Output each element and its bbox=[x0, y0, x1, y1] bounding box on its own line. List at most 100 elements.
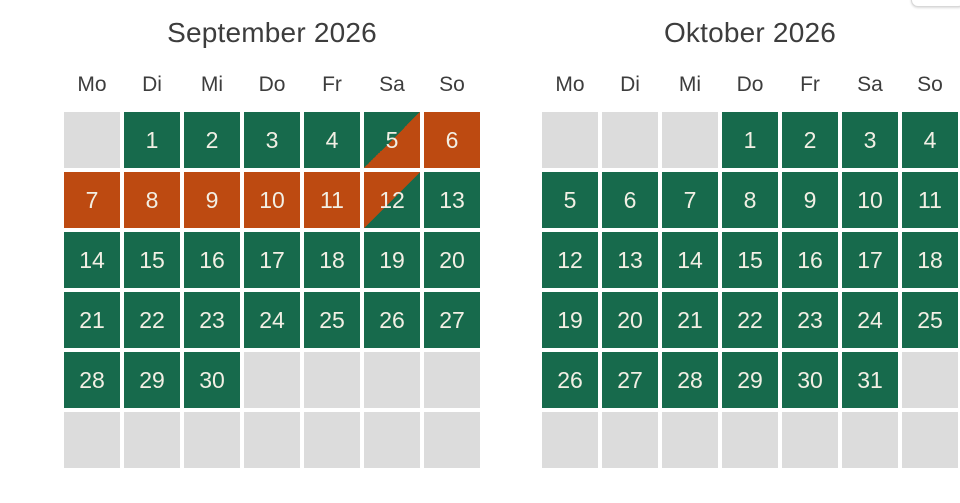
day-grid: 1 2 3 4 5 6 7 8 9 10 11 12 13 14 15 16 17 18 19 20 21 22 23 24 2… bbox=[542, 112, 958, 468]
day-cell-3[interactable]: 3 bbox=[842, 112, 898, 168]
day-cell-9[interactable]: 9 bbox=[184, 172, 240, 228]
day-cell-6[interactable]: 6 bbox=[424, 112, 480, 168]
day-cell-19[interactable]: 19 bbox=[542, 292, 598, 348]
day-cell-7[interactable]: 7 bbox=[64, 172, 120, 228]
day-cell-24[interactable]: 24 bbox=[842, 292, 898, 348]
day-cell-21[interactable]: 21 bbox=[64, 292, 120, 348]
empty-day-cell bbox=[662, 112, 718, 168]
day-cell-14[interactable]: 14 bbox=[64, 232, 120, 288]
empty-day-cell bbox=[364, 352, 420, 408]
day-cell-20[interactable]: 20 bbox=[424, 232, 480, 288]
day-cell-11[interactable]: 11 bbox=[304, 172, 360, 228]
day-cell-15[interactable]: 15 bbox=[124, 232, 180, 288]
empty-day-cell bbox=[244, 412, 300, 468]
day-cell-6[interactable]: 6 bbox=[602, 172, 658, 228]
day-cell-7[interactable]: 7 bbox=[662, 172, 718, 228]
day-cell-16[interactable]: 16 bbox=[184, 232, 240, 288]
weekday-label-mi: Mi bbox=[200, 73, 224, 96]
weekday-label-fr: Fr bbox=[800, 73, 820, 96]
weekday-label-mi: Mi bbox=[678, 73, 702, 96]
day-cell-12[interactable]: 12 bbox=[364, 172, 420, 228]
day-cell-5[interactable]: 5 bbox=[542, 172, 598, 228]
empty-day-cell bbox=[542, 112, 598, 168]
day-cell-21[interactable]: 21 bbox=[662, 292, 718, 348]
day-cell-29[interactable]: 29 bbox=[124, 352, 180, 408]
day-cell-18[interactable]: 18 bbox=[902, 232, 958, 288]
weekday-header-row: Mo Di Mi Do Fr Sa So bbox=[64, 73, 480, 97]
day-cell-1[interactable]: 1 bbox=[722, 112, 778, 168]
day-cell-1[interactable]: 1 bbox=[124, 112, 180, 168]
empty-day-cell bbox=[602, 412, 658, 468]
day-cell-8[interactable]: 8 bbox=[722, 172, 778, 228]
day-cell-25[interactable]: 25 bbox=[304, 292, 360, 348]
day-cell-10[interactable]: 10 bbox=[842, 172, 898, 228]
day-cell-28[interactable]: 28 bbox=[64, 352, 120, 408]
empty-day-cell bbox=[64, 112, 120, 168]
day-cell-30[interactable]: 30 bbox=[782, 352, 838, 408]
weekday-label-di: Di bbox=[142, 73, 162, 96]
day-cell-22[interactable]: 22 bbox=[722, 292, 778, 348]
day-cell-3[interactable]: 3 bbox=[244, 112, 300, 168]
day-cell-13[interactable]: 13 bbox=[602, 232, 658, 288]
empty-day-cell bbox=[602, 112, 658, 168]
day-cell-2[interactable]: 2 bbox=[782, 112, 838, 168]
day-cell-11[interactable]: 11 bbox=[902, 172, 958, 228]
empty-day-cell bbox=[184, 412, 240, 468]
day-cell-28[interactable]: 28 bbox=[662, 352, 718, 408]
day-cell-2[interactable]: 2 bbox=[184, 112, 240, 168]
empty-day-cell bbox=[662, 412, 718, 468]
day-cell-16[interactable]: 16 bbox=[782, 232, 838, 288]
empty-day-cell bbox=[364, 412, 420, 468]
day-cell-13[interactable]: 13 bbox=[424, 172, 480, 228]
day-cell-26[interactable]: 26 bbox=[364, 292, 420, 348]
weekday-label-do: Do bbox=[736, 73, 764, 96]
empty-day-cell bbox=[304, 352, 360, 408]
day-cell-20[interactable]: 20 bbox=[602, 292, 658, 348]
empty-day-cell bbox=[64, 412, 120, 468]
day-cell-14[interactable]: 14 bbox=[662, 232, 718, 288]
day-cell-23[interactable]: 23 bbox=[184, 292, 240, 348]
day-cell-18[interactable]: 18 bbox=[304, 232, 360, 288]
day-cell-22[interactable]: 22 bbox=[124, 292, 180, 348]
empty-day-cell bbox=[244, 352, 300, 408]
weekday-label-sa: Sa bbox=[379, 73, 405, 96]
empty-day-cell bbox=[424, 352, 480, 408]
day-cell-23[interactable]: 23 bbox=[782, 292, 838, 348]
weekday-label-mo: Mo bbox=[555, 73, 585, 96]
day-cell-9[interactable]: 9 bbox=[782, 172, 838, 228]
empty-day-cell bbox=[902, 412, 958, 468]
calendar-month-title: September 2026 bbox=[167, 17, 377, 48]
empty-day-cell bbox=[304, 412, 360, 468]
day-cell-26[interactable]: 26 bbox=[542, 352, 598, 408]
day-cell-5[interactable]: 5 bbox=[364, 112, 420, 168]
day-cell-4[interactable]: 4 bbox=[902, 112, 958, 168]
empty-day-cell bbox=[424, 412, 480, 468]
day-cell-10[interactable]: 10 bbox=[244, 172, 300, 228]
weekday-label-sa: Sa bbox=[857, 73, 883, 96]
day-cell-15[interactable]: 15 bbox=[722, 232, 778, 288]
day-cell-25[interactable]: 25 bbox=[902, 292, 958, 348]
weekday-label-do: Do bbox=[258, 73, 286, 96]
day-cell-27[interactable]: 27 bbox=[602, 352, 658, 408]
empty-day-cell bbox=[902, 352, 958, 408]
day-cell-27[interactable]: 27 bbox=[424, 292, 480, 348]
empty-day-cell bbox=[842, 412, 898, 468]
empty-day-cell bbox=[124, 412, 180, 468]
day-cell-4[interactable]: 4 bbox=[304, 112, 360, 168]
day-cell-17[interactable]: 17 bbox=[842, 232, 898, 288]
day-cell-17[interactable]: 17 bbox=[244, 232, 300, 288]
day-cell-19[interactable]: 19 bbox=[364, 232, 420, 288]
day-grid: 1 2 3 4 5 6 7 8 9 10 11 12 13 14 15 16 17 18 19 20 21 22 23 24 2… bbox=[64, 112, 480, 468]
day-cell-29[interactable]: 29 bbox=[722, 352, 778, 408]
cutoff-corner-button[interactable] bbox=[911, 0, 960, 7]
day-cell-30[interactable]: 30 bbox=[184, 352, 240, 408]
day-cell-8[interactable]: 8 bbox=[124, 172, 180, 228]
weekday-label-mo: Mo bbox=[77, 73, 107, 96]
day-cell-24[interactable]: 24 bbox=[244, 292, 300, 348]
empty-day-cell bbox=[782, 412, 838, 468]
empty-day-cell bbox=[722, 412, 778, 468]
day-cell-12[interactable]: 12 bbox=[542, 232, 598, 288]
calendar-month-title: Oktober 2026 bbox=[663, 17, 837, 48]
day-cell-31[interactable]: 31 bbox=[842, 352, 898, 408]
